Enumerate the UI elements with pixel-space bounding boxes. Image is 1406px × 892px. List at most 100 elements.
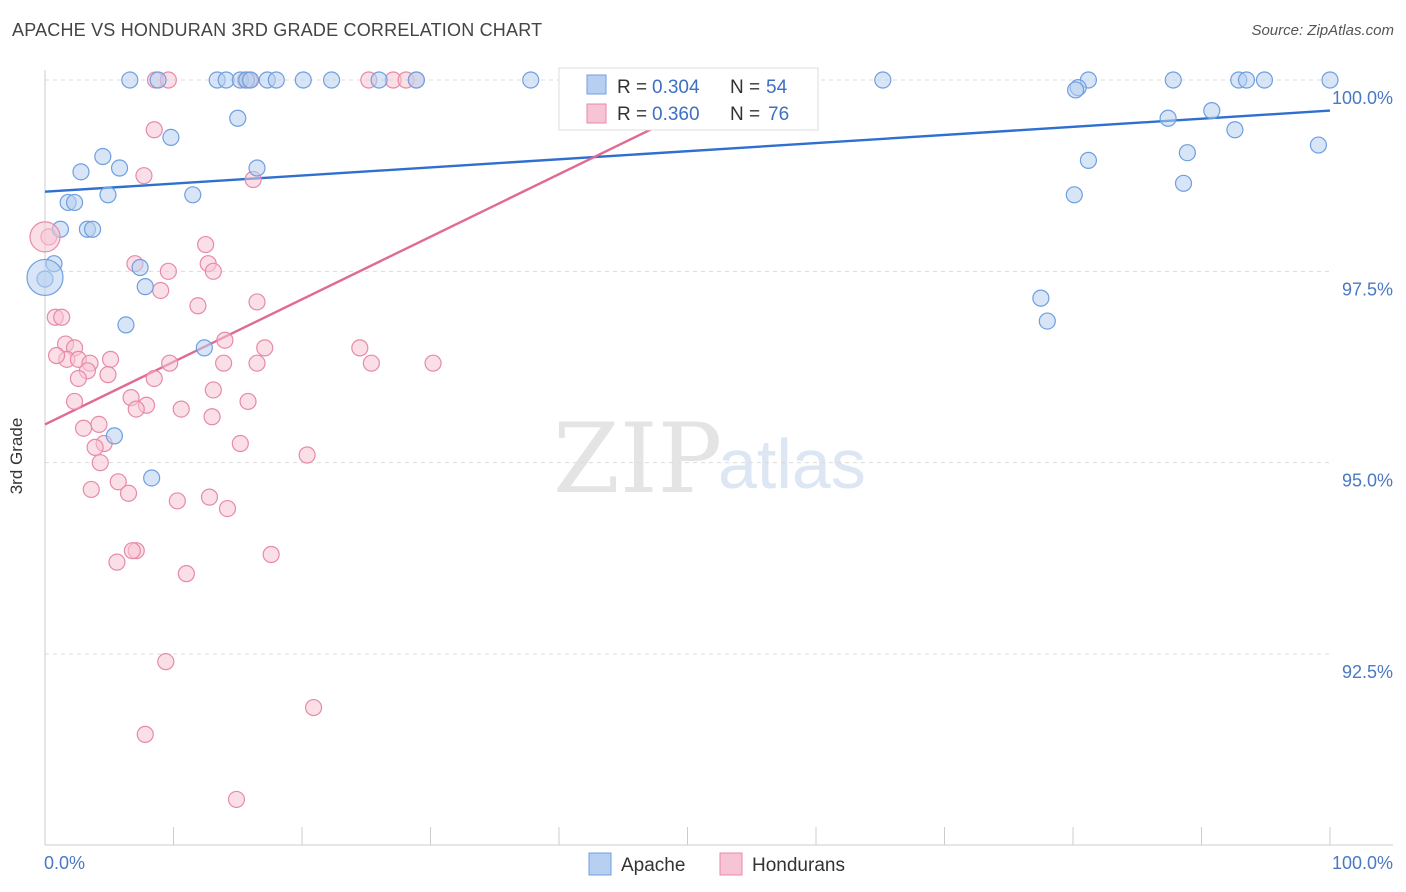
chart-title: APACHE VS HONDURAN 3RD GRADE CORRELATION… <box>12 20 543 40</box>
point-apache <box>1066 81 1085 99</box>
point-hondurans <box>239 392 257 411</box>
point-apache <box>1309 136 1328 154</box>
point-hondurans <box>168 492 186 510</box>
point-apache <box>1203 102 1221 120</box>
point-hondurans <box>256 339 274 357</box>
point-hondurans <box>200 488 219 506</box>
point-apache <box>149 71 167 89</box>
point-apache <box>110 159 129 177</box>
point-apache <box>248 159 266 177</box>
point-apache <box>99 186 117 204</box>
point-apache <box>131 258 149 277</box>
y-tick-label: 97.5% <box>1342 279 1393 299</box>
legend-swatch-hondurans <box>719 852 743 876</box>
point-hondurans <box>177 565 195 583</box>
point-hondurans <box>101 350 120 368</box>
legend-label-apache: Apache <box>621 855 685 876</box>
stats-r-value-hondurans: 0.360 <box>652 104 700 125</box>
stats-r-label-hondurans: R = <box>617 104 647 125</box>
point-hondurans <box>123 542 141 560</box>
point-apache <box>65 193 84 212</box>
point-hondurans <box>86 438 104 456</box>
point-hondurans <box>74 419 93 437</box>
point-hondurans <box>204 381 222 399</box>
watermark: ZIP atlas <box>553 403 866 515</box>
point-apache <box>322 71 341 89</box>
source-label: Source: ZipAtlas.com <box>1251 22 1394 39</box>
point-apache <box>117 316 135 334</box>
point-hondurans <box>218 499 237 518</box>
point-hondurans <box>215 354 233 372</box>
point-apache <box>121 71 139 89</box>
point-apache <box>1032 289 1050 307</box>
x-tick-label-min: 0.0% <box>44 853 85 873</box>
point-hondurans <box>161 354 179 372</box>
y-tick-label: 92.5% <box>1342 662 1393 682</box>
axes: 100.0% 97.5% 95.0% 92.5% 0.0% 100.0% <box>44 70 1393 873</box>
y-tick-label: 100.0% <box>1332 88 1393 108</box>
point-apache <box>1079 151 1098 169</box>
stats-swatch-hondurans <box>586 103 607 124</box>
y-tick-label: 95.0% <box>1342 471 1393 491</box>
point-hondurans <box>197 235 215 254</box>
point-apache <box>1178 144 1196 162</box>
legend: Apache Hondurans <box>588 852 845 876</box>
point-hondurans <box>204 262 222 280</box>
point-hondurans <box>69 369 88 388</box>
point-hondurans <box>298 446 316 464</box>
point-apache <box>1164 71 1182 89</box>
stats-n-value-apache: 54 <box>766 77 788 98</box>
point-apache <box>1174 174 1193 192</box>
point-apache <box>1065 186 1083 204</box>
point-hondurans <box>231 434 249 453</box>
point-apache <box>1038 312 1056 330</box>
point-hondurans <box>248 354 266 372</box>
stats-box: R = 0.304 N = 54 R = 0.360 N = 76 <box>558 67 819 131</box>
stats-n-value-hondurans: 76 <box>768 104 789 125</box>
trend-lines <box>44 98 1331 426</box>
point-hondurans <box>227 790 246 809</box>
stats-r-value-apache: 0.304 <box>652 77 700 98</box>
grid <box>45 79 1330 655</box>
point-hondurans <box>145 121 163 139</box>
point-apache <box>94 147 112 166</box>
point-apache <box>1237 71 1256 89</box>
point-hondurans <box>99 366 117 384</box>
stats-n-label-hondurans: N = <box>730 104 760 125</box>
point-hondurans <box>262 545 280 564</box>
stats-swatch-apache <box>586 74 607 95</box>
point-hondurans <box>424 354 442 372</box>
point-hondurans <box>53 308 71 326</box>
stats-n-label-apache: N = <box>730 77 760 98</box>
point-hondurans <box>362 354 380 372</box>
stats-r-label-apache: R = <box>617 77 647 98</box>
point-hondurans <box>47 346 66 365</box>
point-hondurans <box>90 415 108 433</box>
point-hondurans <box>136 725 154 743</box>
point-apache <box>522 71 540 89</box>
point-hondurans <box>152 281 170 300</box>
watermark-zip: ZIP <box>553 403 722 515</box>
point-apache <box>242 71 260 89</box>
point-hondurans <box>145 369 163 388</box>
point-hondurans <box>189 297 207 315</box>
point-hondurans <box>119 484 138 502</box>
x-tick-label-max: 100.0% <box>1332 853 1393 873</box>
point-hondurans-large <box>29 221 61 253</box>
point-hondurans <box>82 480 100 499</box>
point-hondurans <box>159 262 177 280</box>
point-apache <box>184 186 202 204</box>
watermark-atlas: atlas <box>718 425 866 503</box>
point-apache <box>195 339 213 357</box>
point-apache <box>407 71 425 89</box>
point-apache <box>83 220 102 238</box>
legend-label-hondurans: Hondurans <box>752 855 845 876</box>
point-hondurans <box>304 698 323 717</box>
point-apache <box>1159 109 1177 127</box>
point-hondurans <box>108 553 126 571</box>
point-hondurans <box>109 473 127 491</box>
point-hondurans <box>157 653 175 671</box>
point-apache <box>72 163 90 181</box>
point-apache <box>1226 121 1244 139</box>
